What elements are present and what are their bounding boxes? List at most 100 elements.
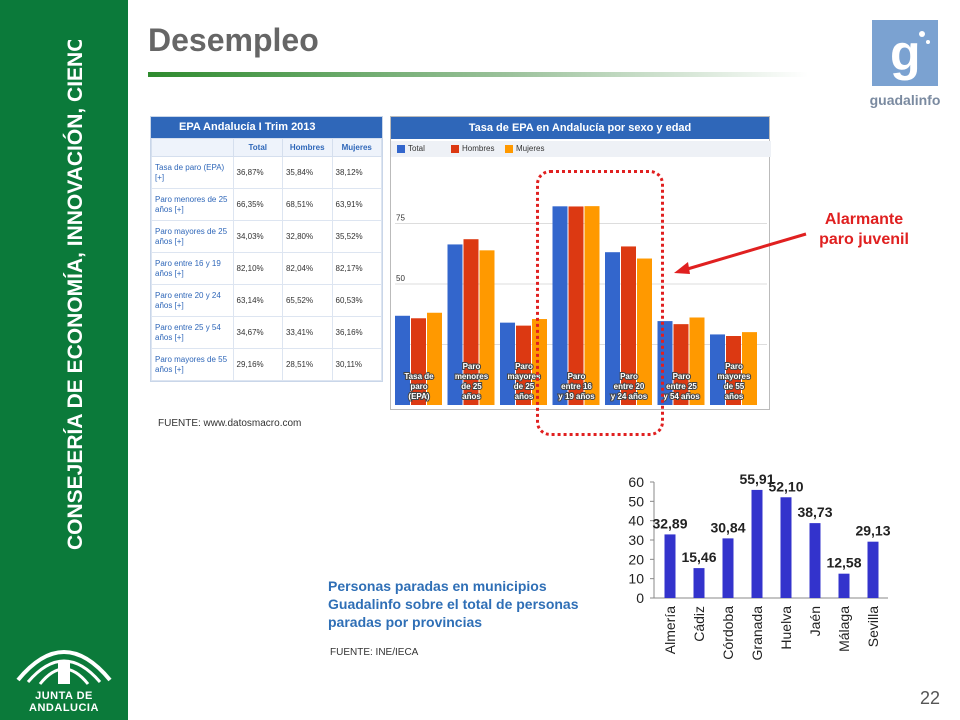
- bar-mujeres: [742, 332, 757, 405]
- category-label: de 25: [514, 382, 535, 391]
- bar: [780, 497, 792, 598]
- guadalinfo-logo-icon: g: [872, 20, 938, 86]
- data-label: 30,84: [710, 519, 745, 535]
- y-tick-label: 50: [628, 493, 644, 509]
- bar-hombres: [463, 239, 479, 405]
- legend-swatch: [451, 144, 459, 153]
- epa-table: EPA Andalucía I Trim 2013 Total Hombres …: [150, 116, 383, 382]
- table-row: Tasa de paro (EPA) [+] 36,87% 35,84% 38,12%: [151, 156, 382, 189]
- table-cell-total: 63,14%: [232, 284, 283, 317]
- table-cell-hombres: 28,51%: [281, 348, 333, 381]
- category-label: y 24 años: [611, 392, 648, 401]
- category-label: Paro: [620, 372, 638, 381]
- bar-mujeres: [532, 319, 547, 405]
- data-label: 38,73: [797, 504, 832, 520]
- table-cell-total: 34,67%: [232, 316, 283, 349]
- category-label: menores: [455, 372, 489, 381]
- bar-total: [500, 322, 515, 405]
- bar-hombres: [673, 324, 689, 405]
- category-label: y 19 años: [558, 392, 595, 401]
- table-cell-label[interactable]: Paro mayores de 25 años [+]: [151, 220, 234, 253]
- table-header: Mujeres: [331, 138, 382, 157]
- table-cell-mujeres: 38,12%: [331, 156, 382, 189]
- table-header: Hombres: [281, 138, 333, 157]
- legend-item: Mujeres: [505, 144, 544, 153]
- svg-text:g: g: [890, 25, 921, 81]
- sidebar: CONSEJERÍA DE ECONOMÍA, INNOVACIÓN, CIEN…: [0, 0, 128, 720]
- table-cell-label[interactable]: Paro mayores de 55 años [+]: [151, 348, 234, 381]
- legend-label: Total: [408, 144, 425, 153]
- bar-total: [395, 315, 410, 405]
- table-row: Paro entre 16 y 19 años [+] 82,10% 82,04% 8…: [151, 252, 382, 285]
- legend-item: Total: [397, 144, 425, 153]
- table-cell-mujeres: 30,11%: [331, 348, 382, 381]
- bar-mujeres: [637, 258, 652, 405]
- category-label: entre 25: [666, 382, 697, 391]
- category-label: Tasa de: [404, 372, 434, 381]
- title-divider: [148, 72, 808, 77]
- table-header: Total: [232, 138, 283, 157]
- arrow-icon: [674, 232, 807, 274]
- category-label: años: [462, 392, 481, 401]
- table-cell-label[interactable]: Paro entre 16 y 19 años [+]: [151, 252, 234, 285]
- category-label: Paro: [463, 362, 481, 371]
- y-tick-label: 60: [628, 474, 644, 490]
- category-label: mayores: [508, 372, 541, 381]
- x-tick-label: Málaga: [836, 606, 852, 652]
- x-tick-label: Huelva: [778, 606, 794, 650]
- x-tick-label: Almería: [662, 606, 678, 654]
- table-cell-hombres: 32,80%: [281, 220, 333, 253]
- table-row: Paro entre 25 y 54 años [+] 34,67% 33,41% 3…: [151, 316, 382, 349]
- table-cell-hombres: 33,41%: [281, 316, 333, 349]
- bar-hombres: [516, 325, 531, 405]
- category-label: paro: [410, 382, 427, 391]
- legend-item: Hombres: [451, 144, 494, 153]
- junta-label: JUNTA DE ANDALUCIA: [29, 690, 99, 714]
- category-label: entre 20: [614, 382, 645, 391]
- table-header: [151, 138, 234, 157]
- y-tick-label: 10: [628, 571, 644, 587]
- category-label: años: [725, 392, 744, 401]
- alarm-line-1: Alarmante: [824, 211, 904, 228]
- table-row: Paro entre 20 y 24 años [+] 63,14% 65,52% 6…: [151, 284, 382, 317]
- y-tick-label: 50: [396, 274, 405, 283]
- junta-logo-icon: [10, 632, 118, 692]
- table-cell-label[interactable]: Paro entre 20 y 24 años [+]: [151, 284, 234, 317]
- sidebar-vertical-label: CONSEJERÍA DE ECONOMÍA, INNOVACIÓN, CIEN…: [63, 40, 87, 550]
- bar-total: [552, 206, 568, 405]
- category-label: entre 16: [561, 382, 592, 391]
- bar-hombres: [411, 318, 426, 405]
- data-label: 12,58: [826, 555, 861, 571]
- data-label: 52,10: [768, 478, 803, 494]
- bottom-source: FUENTE: INE/IECA: [330, 647, 419, 658]
- slide-title: Desempleo: [148, 22, 319, 58]
- table-cell-total: 34,03%: [232, 220, 283, 253]
- page-number: 22: [920, 688, 941, 708]
- category-label: años: [515, 392, 534, 401]
- table-cell-mujeres: 35,52%: [331, 220, 382, 253]
- bar: [693, 568, 705, 598]
- x-tick-label: Cádiz: [691, 606, 707, 642]
- bottom-caption: Personas paradas en municipios Guadalinf…: [328, 578, 579, 630]
- table-cell-label[interactable]: Tasa de paro (EPA) [+]: [151, 156, 234, 189]
- guadalinfo-label: guadalinfo: [869, 92, 941, 108]
- alarm-line-2: paro juvenil: [819, 231, 909, 248]
- y-tick-label: 0: [636, 590, 644, 606]
- chart-legend: Total Hombres Mujeres: [391, 141, 771, 157]
- bar-mujeres: [584, 206, 600, 405]
- table-cell-hombres: 82,04%: [281, 252, 333, 285]
- table-cell-total: 29,16%: [232, 348, 283, 381]
- bar-hombres: [726, 336, 741, 405]
- bar-hombres: [568, 206, 584, 405]
- category-label: Paro: [568, 372, 586, 381]
- data-label: 55,91: [739, 471, 774, 487]
- alarm-callout: Alarmante paro juvenil: [796, 210, 932, 250]
- category-label: Paro: [515, 362, 533, 371]
- bar: [664, 534, 676, 598]
- table-cell-label[interactable]: Paro menores de 25 años [+]: [151, 188, 234, 221]
- table-cell-hombres: 35,84%: [281, 156, 333, 189]
- table-cell-label[interactable]: Paro entre 25 y 54 años [+]: [151, 316, 234, 349]
- table-cell-hombres: 68,51%: [281, 188, 333, 221]
- table-row: Paro menores de 25 años [+] 66,35% 68,51% 6…: [151, 188, 382, 221]
- table-cell-total: 66,35%: [232, 188, 283, 221]
